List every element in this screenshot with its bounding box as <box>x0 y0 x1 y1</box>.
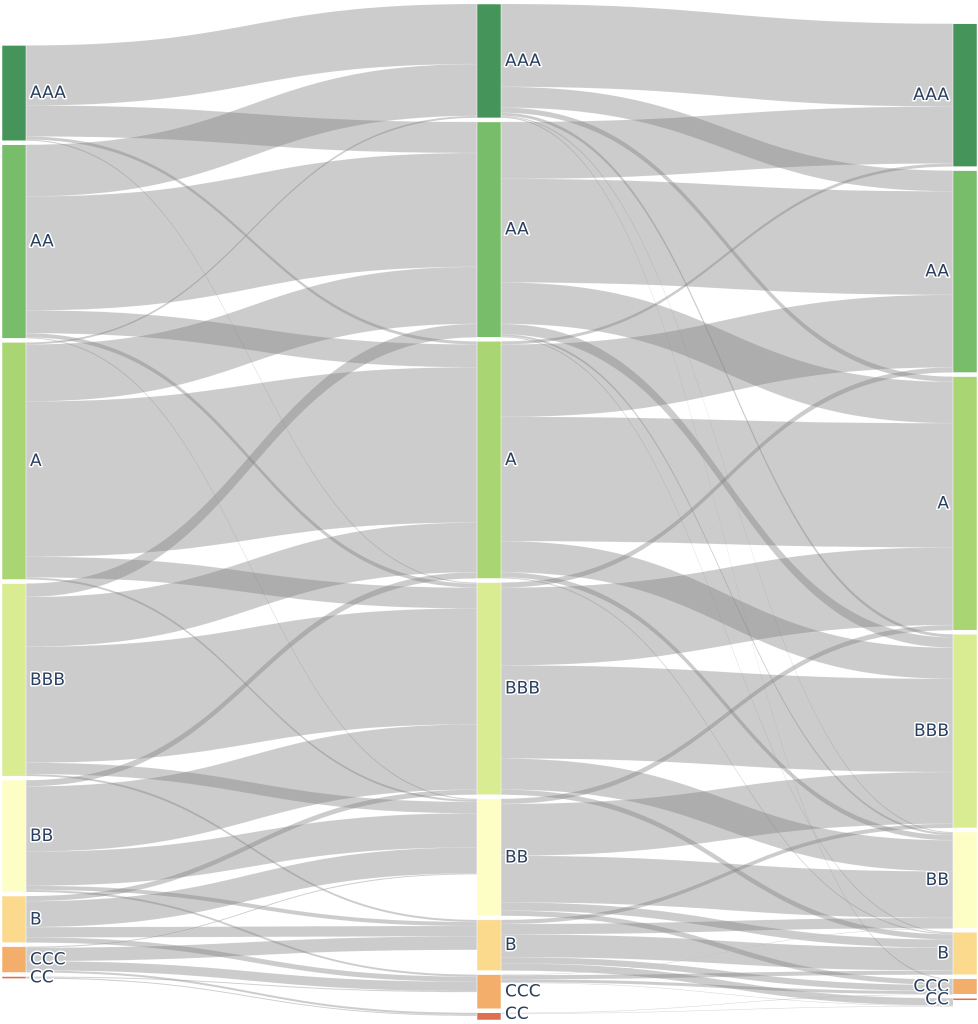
node-label-2-bbb: BBB <box>914 721 949 741</box>
node-label-1-bb: BB <box>505 847 528 867</box>
link-1-CC-to-CC <box>500 1005 954 1014</box>
node-label-1-cc: CC <box>505 1004 529 1024</box>
node-label-2-cc: CC <box>925 989 949 1009</box>
node-label-2-aa: AA <box>925 262 949 282</box>
link-0-B-to-B <box>25 925 478 938</box>
node-label-1-aa: AA <box>505 220 529 240</box>
link-1-CCC-to-CC <box>500 982 954 1007</box>
node-label-2-bb: BB <box>926 870 949 890</box>
sankey-nodes <box>1 3 978 1021</box>
node-2-bb <box>952 831 978 929</box>
link-1-A-to-A <box>500 416 954 548</box>
node-0-aaa <box>1 45 27 141</box>
node-2-aaa <box>952 23 978 167</box>
node-label-0-cc: CC <box>30 968 54 988</box>
node-0-cc <box>1 976 27 979</box>
link-1-CCC-to-BB <box>500 928 954 976</box>
link-1-CC-to-CCC <box>500 994 954 1014</box>
node-label-0-b: B <box>30 909 42 929</box>
node-2-cc <box>952 998 978 1001</box>
node-label-0-a: A <box>30 451 42 471</box>
node-label-0-aa: AA <box>30 232 54 252</box>
node-label-1-a: A <box>505 450 517 470</box>
link-1-B-to-CC <box>500 963 954 1006</box>
node-2-ccc <box>952 978 978 995</box>
sankey-links <box>25 3 954 1017</box>
node-label-2-aaa: AAA <box>913 85 949 105</box>
link-1-AA-to-AA <box>500 178 954 296</box>
node-1-bbb <box>476 582 502 796</box>
node-1-ccc <box>476 974 502 1010</box>
node-2-bbb <box>952 634 978 829</box>
node-0-bb <box>1 779 27 893</box>
node-label-1-bbb: BBB <box>505 679 540 699</box>
node-0-a <box>1 342 27 580</box>
node-label-1-aaa: AAA <box>505 51 541 71</box>
node-label-0-ccc: CCC <box>30 950 66 970</box>
node-1-bb <box>476 798 502 917</box>
node-2-aa <box>952 170 978 373</box>
node-label-2-ccc: CCC <box>913 976 949 996</box>
node-label-0-bb: BB <box>30 826 53 846</box>
node-1-a <box>476 341 502 579</box>
sankey-labels: AAAAAABBBBBBCCCCCAAAAAABBBBBBCCCCCAAAAAA… <box>29 49 951 1024</box>
node-0-b <box>1 895 27 943</box>
node-label-2-b: B <box>937 943 949 963</box>
node-label-2-a: A <box>937 493 949 513</box>
node-1-cc <box>476 1012 502 1021</box>
node-label-0-bbb: BBB <box>30 670 65 690</box>
node-1-aaa <box>476 3 502 119</box>
node-2-a <box>952 376 978 631</box>
node-0-bbb <box>1 583 27 777</box>
link-1-BBB-to-BBB <box>500 665 954 773</box>
node-label-0-aaa: AAA <box>30 83 66 103</box>
node-label-1-ccc: CCC <box>505 982 541 1002</box>
node-0-aa <box>1 144 27 339</box>
node-1-b <box>476 919 502 971</box>
node-0-ccc <box>1 946 27 973</box>
node-2-b <box>952 932 978 975</box>
node-1-aa <box>476 121 502 338</box>
node-label-1-b: B <box>505 935 517 955</box>
